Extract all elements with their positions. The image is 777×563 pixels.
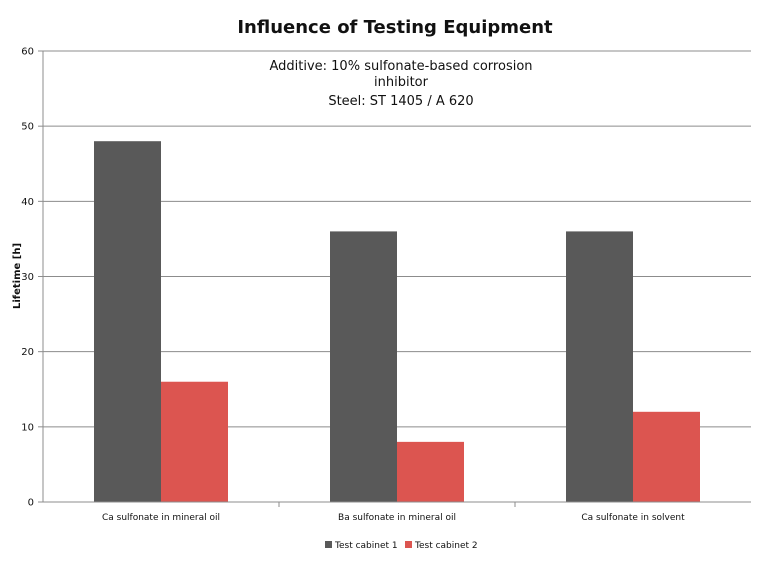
x-tick-label-1: Ca sulfonate in mineral oil <box>102 513 220 523</box>
annotation-line-2: inhibitor <box>374 75 429 90</box>
y-tick-label-30: 30 <box>21 272 34 283</box>
x-tick-label-3: Ca sulfonate in solvent <box>581 513 685 523</box>
annotation-line-1: Additive: 10% sulfonate-based corrosion <box>269 59 532 74</box>
y-tick-label-50: 50 <box>21 122 34 133</box>
legend-swatch-1 <box>325 541 332 548</box>
x-tick-label-2: Ba sulfonate in mineral oil <box>338 513 456 523</box>
y-tick-label-40: 40 <box>21 197 34 208</box>
bar-1-1 <box>94 141 161 502</box>
legend-label-1: Test cabinet 1 <box>334 541 398 551</box>
legend: Test cabinet 1 Test cabinet 2 <box>325 541 478 551</box>
chart-title: Influence of Testing Equipment <box>237 17 553 38</box>
bar-2-3 <box>633 411 700 502</box>
legend-swatch-2 <box>405 541 412 548</box>
bar-1-2 <box>330 231 397 502</box>
y-tick-label-10: 10 <box>21 422 34 433</box>
bar-2-2 <box>397 441 464 502</box>
bar-2-1 <box>161 381 228 502</box>
x-axis: Ca sulfonate in mineral oil Ba sulfonate … <box>43 501 751 523</box>
annotation-line-3: Steel: ST 1405 / A 620 <box>328 94 473 109</box>
bar-1-3 <box>566 231 633 502</box>
y-tick-label-20: 20 <box>21 347 34 358</box>
y-axis-label: Lifetime [h] <box>12 243 23 309</box>
bars <box>94 141 700 502</box>
y-tick-label-0: 0 <box>28 498 34 509</box>
chart-annotation: Additive: 10% sulfonate-based corrosion … <box>269 59 532 109</box>
y-tick-label-60: 60 <box>21 47 34 58</box>
legend-label-2: Test cabinet 2 <box>414 541 478 551</box>
y-axis-ticks: 0 10 20 30 40 50 60 <box>21 47 44 509</box>
